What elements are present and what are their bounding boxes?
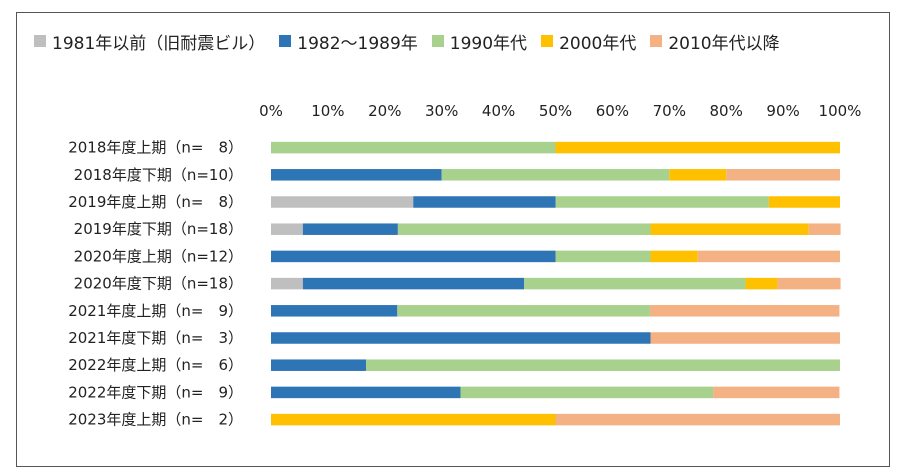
bar-segment — [441, 169, 670, 181]
bar-segment — [524, 277, 746, 290]
bar-segment — [302, 277, 525, 290]
bar-segment — [271, 223, 303, 235]
category-label: 2019年度上期（n= 8） — [68, 193, 243, 211]
legend-swatch — [431, 35, 444, 47]
bar-segment — [555, 250, 651, 263]
legend-swatch — [279, 35, 292, 47]
legend: 1981年以前（旧耐震ビル） 1982～1989年 1990年代 2000年代 2010… — [34, 26, 780, 56]
bar-segment — [302, 223, 398, 235]
x-tick-label: 10% — [311, 102, 344, 120]
bar-segment — [650, 332, 840, 344]
legend-swatch — [650, 35, 663, 47]
bar-segment — [271, 141, 556, 154]
bar-segment — [397, 305, 650, 317]
bar-segment — [555, 413, 840, 426]
legend-label: 1981年以前（旧耐震ビル） — [52, 33, 266, 54]
bar-segment — [768, 196, 840, 208]
legend-item-1: 1981年以前（旧耐震ビル） — [34, 29, 265, 54]
x-tick-label: 100% — [819, 102, 862, 120]
x-tick-label: 20% — [368, 102, 401, 120]
category-label: 2022年度下期（n= 9） — [68, 383, 243, 401]
legend-item-5: 2010年代以降 — [650, 29, 780, 54]
category-label: 2020年度上期（n=12） — [74, 247, 243, 265]
x-tick-label: 40% — [482, 102, 515, 120]
bar-segment — [650, 250, 698, 263]
legend-label: 2000年代 — [559, 33, 637, 54]
bar-segment — [271, 332, 651, 344]
bar-segment — [745, 277, 778, 290]
category-label: 2021年度上期（n= 9） — [68, 302, 243, 320]
bar-segment — [271, 196, 414, 208]
category-label: 2018年度下期（n=10） — [74, 166, 243, 184]
bar-segment — [460, 386, 714, 399]
category-label: 2023年度上期（n= 2） — [68, 411, 243, 429]
bar-segment — [413, 196, 556, 208]
bar-segment — [777, 277, 841, 290]
legend-item-4: 2000年代 — [541, 29, 636, 54]
x-tick-label: 30% — [425, 102, 458, 120]
category-label: 2018年度上期（n= 8） — [68, 139, 243, 157]
bar-segment — [713, 386, 840, 399]
bar-segment — [271, 277, 303, 290]
x-tick-label: 90% — [766, 102, 799, 120]
category-label: 2021年度下期（n= 3） — [68, 329, 243, 347]
legend-label: 2010年代以降 — [668, 33, 780, 54]
x-tick-label: 80% — [710, 102, 743, 120]
category-label: 2020年度下期（n=18） — [74, 275, 243, 293]
x-tick-label: 0% — [259, 102, 283, 120]
bar-segment — [271, 359, 367, 371]
bar-segment — [555, 196, 769, 208]
bar-segment — [271, 386, 461, 399]
bar-segment — [669, 169, 727, 181]
bar-segment — [650, 223, 809, 235]
bar-segment — [271, 169, 442, 181]
bar-segment — [649, 305, 840, 317]
legend-swatch — [541, 35, 554, 47]
bar-segment — [808, 223, 841, 235]
category-label: 2022年度上期（n= 6） — [68, 356, 243, 374]
legend-swatch — [34, 35, 46, 47]
bar-segment — [366, 359, 840, 371]
bar-segment — [555, 141, 840, 154]
category-label: 2019年度下期（n=18） — [74, 220, 243, 238]
bar-segment — [397, 223, 651, 235]
x-tick-label: 50% — [539, 102, 572, 120]
legend-item-2: 1982～1989年 — [279, 29, 418, 54]
legend-item-3: 1990年代 — [431, 29, 528, 54]
x-tick-label: 60% — [596, 102, 629, 120]
x-tick-label: 70% — [653, 102, 686, 120]
bar-segment — [726, 169, 840, 181]
bar-segment — [697, 250, 840, 263]
legend-label: 1990年代 — [449, 33, 528, 54]
legend-label: 1982～1989年 — [297, 33, 418, 54]
bar-segment — [271, 305, 398, 317]
bar-segment — [271, 413, 556, 426]
bar-segment — [271, 250, 556, 263]
